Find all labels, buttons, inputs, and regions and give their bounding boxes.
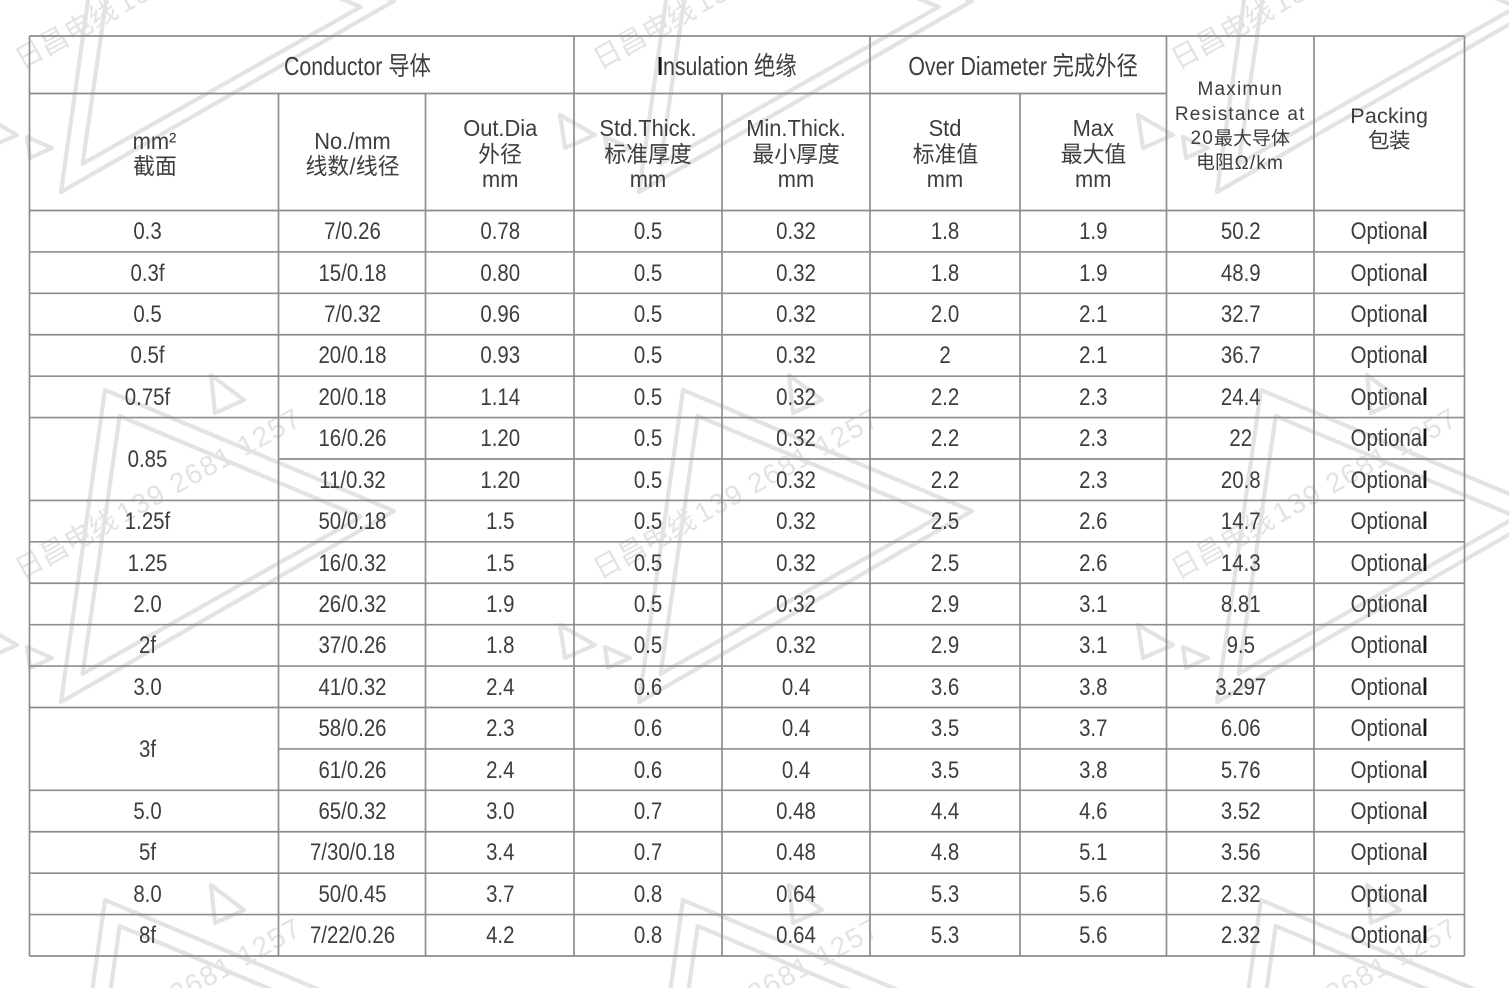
svg-text:139 2681 1257: 139 2681 1257 bbox=[1267, 0, 1463, 19]
svg-text:139 2681 1257: 139 2681 1257 bbox=[111, 0, 307, 19]
svg-text:139 2681 1257: 139 2681 1257 bbox=[689, 0, 885, 19]
